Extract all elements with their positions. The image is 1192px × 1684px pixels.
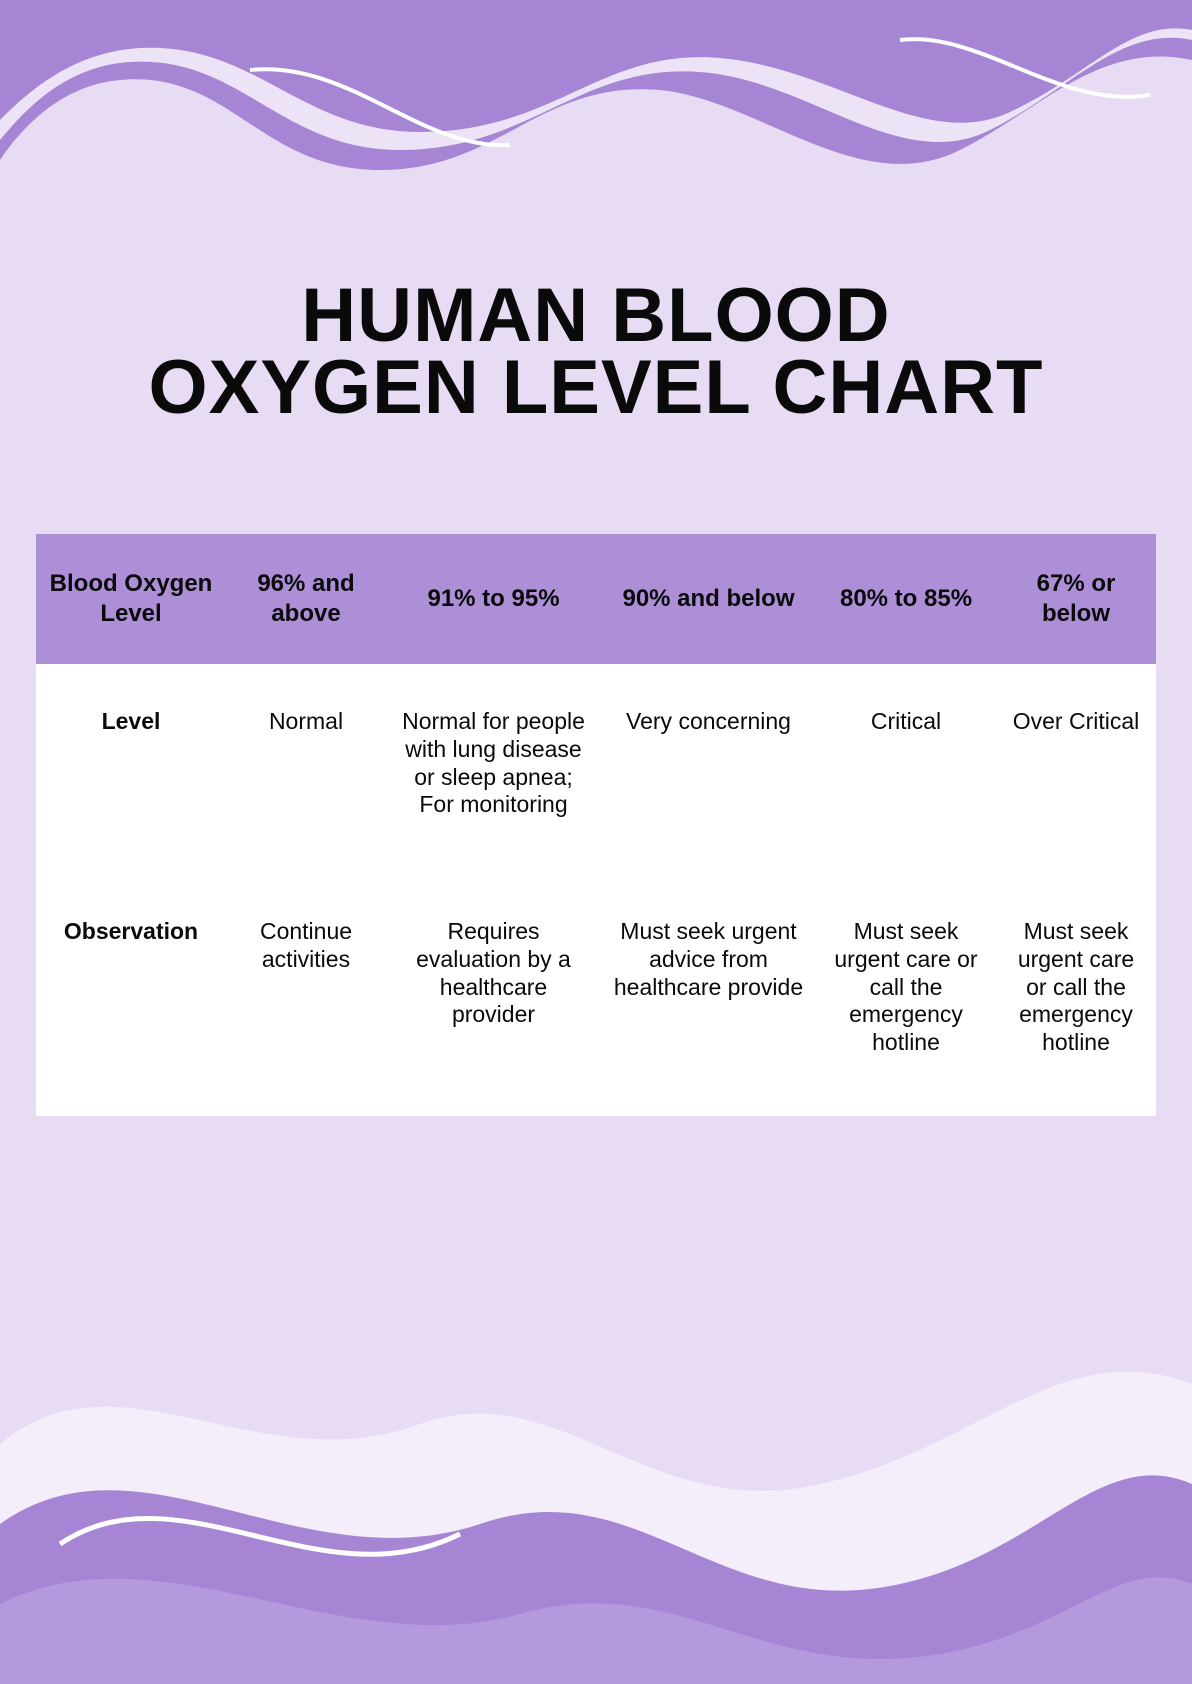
table-cell: Must seek urgent care or call the emerge…: [816, 914, 996, 1066]
page-title: HUMAN BLOOD OXYGEN LEVEL CHART: [146, 280, 1046, 424]
table-cell: Must seek urgent advice from healthcare …: [601, 914, 816, 1011]
col-header-range-2: 91% to 95%: [386, 534, 601, 664]
row-label-level: Level: [36, 704, 226, 746]
col-header-range-1: 96% and above: [226, 534, 386, 664]
table-cell: Requires evaluation by a healthcare prov…: [386, 914, 601, 1038]
decorative-wave-bottom: [0, 1164, 1192, 1684]
table-cell: Must seek urgent care or call the emerge…: [996, 914, 1156, 1066]
table-header-row: Blood Oxygen Level 96% and above 91% to …: [36, 534, 1156, 664]
table-row: Level Normal Normal for people with lung…: [36, 704, 1156, 844]
table-cell: Very concerning: [601, 704, 816, 746]
table-cell: Critical: [816, 704, 996, 746]
col-header-range-5: 67% or below: [996, 534, 1156, 664]
table-cell: Continue activities: [226, 914, 386, 983]
table-cell: Normal for people with lung disease or s…: [386, 704, 601, 828]
table-cell: Over Critical: [996, 704, 1156, 746]
col-header-range-3: 90% and below: [601, 534, 816, 664]
row-label-observation: Observation: [36, 914, 226, 956]
oxygen-level-table: Blood Oxygen Level 96% and above 91% to …: [36, 534, 1156, 1116]
table-cell: Normal: [226, 704, 386, 746]
table-row: Observation Continue activities Requires…: [36, 914, 1156, 1066]
col-header-range-4: 80% to 85%: [816, 534, 996, 664]
table-body: Level Normal Normal for people with lung…: [36, 664, 1156, 1116]
col-header-label: Blood Oxygen Level: [36, 534, 226, 664]
